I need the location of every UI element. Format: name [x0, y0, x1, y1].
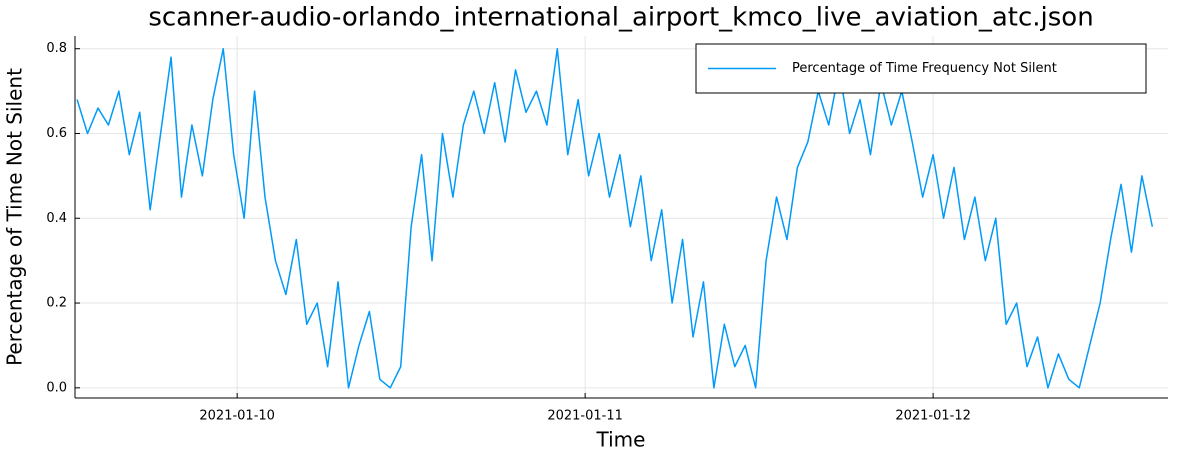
y-axis-label: Percentage of Time Not Silent	[3, 68, 27, 366]
chart-title: scanner-audio-orlando_international_airp…	[148, 3, 1093, 33]
y-tick-label: 0.4	[46, 211, 67, 226]
y-tick-label: 0.2	[46, 296, 67, 311]
y-tick-label: 0.8	[46, 41, 67, 56]
x-tick-label: 2021-01-11	[547, 409, 623, 424]
y-tick-label: 0.6	[46, 126, 67, 141]
x-tick-label: 2021-01-12	[895, 409, 971, 424]
x-tick-label: 2021-01-10	[199, 409, 275, 424]
x-axis-label: Time	[596, 428, 646, 451]
data-line	[76, 47, 1154, 389]
legend-label: Percentage of Time Frequency Not Silent	[792, 61, 1057, 76]
y-tick-label: 0.0	[46, 380, 67, 395]
